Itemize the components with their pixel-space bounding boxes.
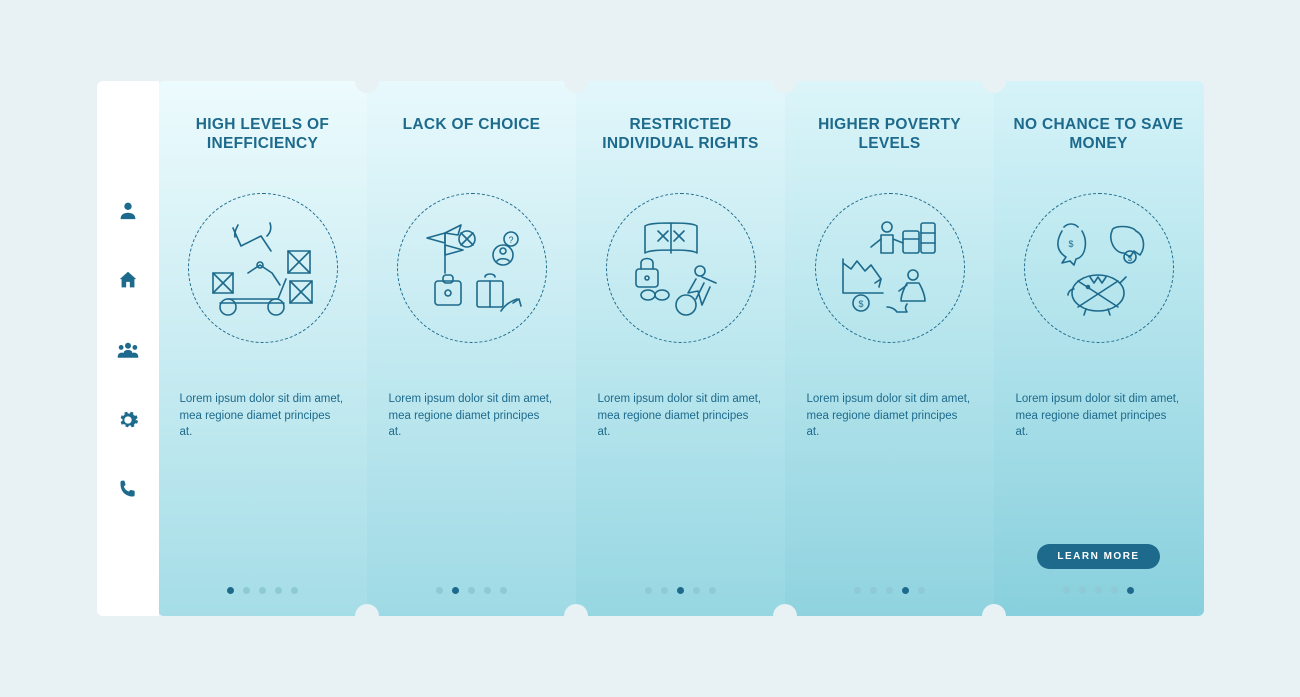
panel-body: Lorem ipsum dolor sit dim amet, mea regi… (385, 391, 559, 587)
dot[interactable] (918, 587, 925, 594)
dot[interactable] (468, 587, 475, 594)
no-savings-icon: $ $ (1024, 193, 1174, 343)
dot[interactable] (661, 587, 668, 594)
panel-body: Lorem ipsum dolor sit dim amet, mea regi… (176, 391, 350, 587)
phone-icon[interactable] (118, 479, 138, 499)
panel-body: Lorem ipsum dolor sit dim amet, mea regi… (803, 391, 977, 587)
dot[interactable] (1127, 587, 1134, 594)
sidebar-nav (97, 81, 159, 616)
panel-title: HIGH LEVELS OF INEFFICIENCY (178, 115, 348, 154)
panel-inefficiency: HIGH LEVELS OF INEFFICIENCY ›› Lorem ips… (158, 81, 368, 616)
dot[interactable] (870, 587, 877, 594)
cta-wrap: LEARN MORE (1037, 544, 1159, 569)
pager-dots (1063, 587, 1134, 594)
home-icon[interactable] (117, 269, 139, 291)
dot[interactable] (452, 587, 459, 594)
panel-poverty: HIGHER POVERTY LEVELS ›› $ Lorem ipsum d… (785, 81, 995, 616)
pager-dots (854, 587, 925, 594)
no-choice-icon: ? (397, 193, 547, 343)
pager-dots (645, 587, 716, 594)
dot[interactable] (677, 587, 684, 594)
dot[interactable] (886, 587, 893, 594)
panels-row: HIGH LEVELS OF INEFFICIENCY ›› Lorem ips… (159, 81, 1204, 616)
inefficiency-icon (188, 193, 338, 343)
dot[interactable] (1079, 587, 1086, 594)
dot[interactable] (291, 587, 298, 594)
dot[interactable] (1063, 587, 1070, 594)
panel-title: HIGHER POVERTY LEVELS (805, 115, 975, 154)
dot[interactable] (902, 587, 909, 594)
dot[interactable] (436, 587, 443, 594)
person-icon[interactable] (117, 199, 139, 221)
restricted-rights-icon (606, 193, 756, 343)
svg-text:$: $ (1068, 239, 1073, 249)
dot[interactable] (259, 587, 266, 594)
infographic-stage: HIGH LEVELS OF INEFFICIENCY ›› Lorem ips… (97, 81, 1204, 616)
panel-title: RESTRICTED INDIVIDUAL RIGHTS (596, 115, 766, 154)
svg-text:?: ? (508, 235, 513, 245)
gear-icon[interactable] (117, 409, 139, 431)
pager-dots (227, 587, 298, 594)
dot[interactable] (1111, 587, 1118, 594)
panel-body: Lorem ipsum dolor sit dim amet, mea regi… (1012, 391, 1186, 544)
dot[interactable] (227, 587, 234, 594)
dot[interactable] (854, 587, 861, 594)
dot[interactable] (693, 587, 700, 594)
panel-no-savings: NO CHANCE TO SAVE MONEY $ $ Lorem ipsum … (994, 81, 1204, 616)
panel-lack-choice: LACK OF CHOICE ›› ? Lorem ipsum dolor si… (367, 81, 577, 616)
dot[interactable] (709, 587, 716, 594)
dot[interactable] (243, 587, 250, 594)
panel-title: LACK OF CHOICE (403, 115, 541, 134)
dot[interactable] (500, 587, 507, 594)
learn-more-button[interactable]: LEARN MORE (1037, 544, 1159, 569)
panel-title: NO CHANCE TO SAVE MONEY (1014, 115, 1184, 154)
panel-restricted-rights: RESTRICTED INDIVIDUAL RIGHTS ›› Lorem ip… (576, 81, 786, 616)
panel-body: Lorem ipsum dolor sit dim amet, mea regi… (594, 391, 768, 587)
svg-text:$: $ (858, 299, 863, 309)
svg-text:$: $ (1127, 254, 1132, 263)
poverty-icon: $ (815, 193, 965, 343)
pager-dots (436, 587, 507, 594)
dot[interactable] (484, 587, 491, 594)
group-icon[interactable] (116, 339, 140, 361)
dot[interactable] (645, 587, 652, 594)
dot[interactable] (1095, 587, 1102, 594)
dot[interactable] (275, 587, 282, 594)
